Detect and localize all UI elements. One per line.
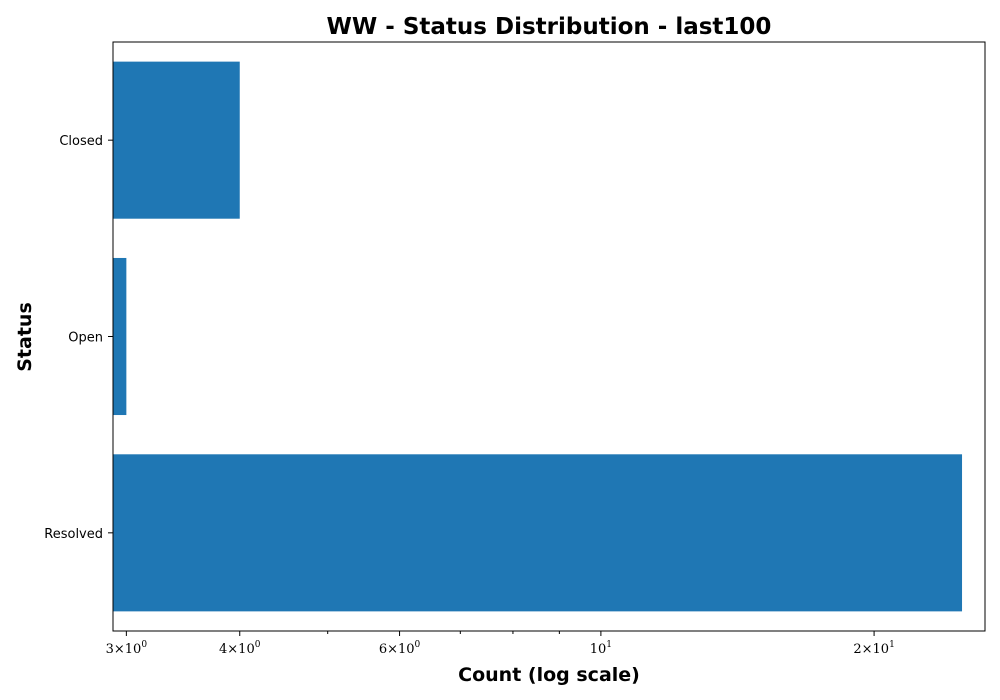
x-tick-label: 2×101: [853, 640, 894, 657]
x-axis-ticks: 3×100 4×100 6×100 101 2×101: [106, 631, 895, 657]
y-axis-label: Status: [14, 302, 36, 372]
x-tick-label: 101: [590, 640, 612, 657]
y-tick-label: Resolved: [44, 527, 103, 542]
x-tick-label: 6×100: [379, 640, 421, 657]
plot-frame: [112, 41, 986, 632]
x-tick-label: 3×100: [106, 640, 148, 657]
x-axis-label: Count (log scale): [458, 664, 640, 686]
y-tick-label: Closed: [59, 134, 103, 149]
y-tick-label: Open: [68, 331, 103, 346]
bars: [113, 61, 963, 612]
bar-open: [113, 257, 127, 416]
chart-title: WW - Status Distribution - last100: [327, 14, 772, 40]
y-axis-ticks: Closed Open Resolved: [44, 134, 113, 542]
x-tick-label: 4×100: [219, 640, 261, 657]
bar-closed: [113, 61, 240, 219]
bar-resolved: [113, 454, 963, 612]
